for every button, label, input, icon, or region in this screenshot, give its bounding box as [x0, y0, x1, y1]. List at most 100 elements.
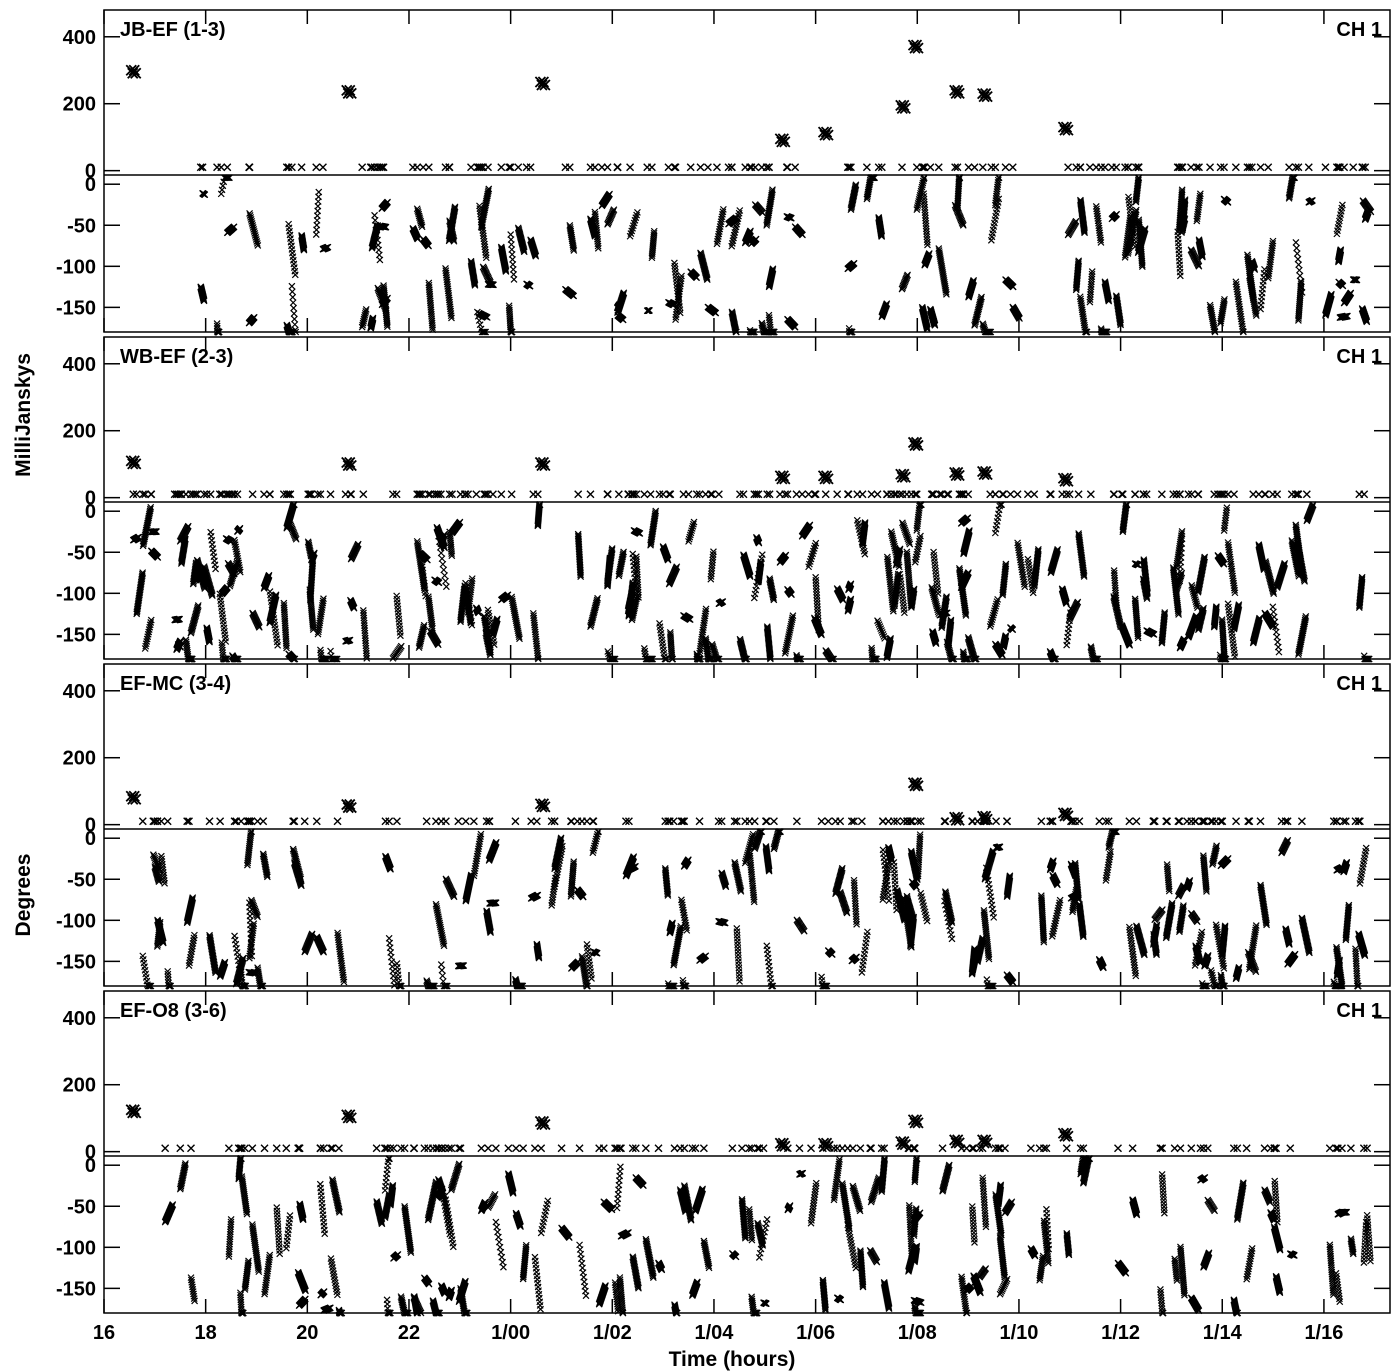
- phase-tick-label: -50: [67, 542, 96, 564]
- phase-point: [369, 314, 377, 322]
- phase-point: [480, 328, 488, 336]
- amplitude-baseline-point: [919, 163, 928, 172]
- amplitude-baseline-point: [366, 163, 375, 172]
- amplitude-baseline-point: [514, 163, 523, 172]
- phase-point: [249, 222, 257, 229]
- amplitude-baseline-point: [1285, 163, 1294, 172]
- amplitude-baseline-point: [522, 163, 531, 172]
- amplitude-baseline-points: [196, 163, 1370, 172]
- phase-point: [610, 206, 618, 214]
- amp-tick-label: 200: [63, 94, 96, 116]
- amplitude-baseline-point: [862, 163, 871, 172]
- amplitude-baseline-point: [1085, 163, 1094, 172]
- baseline-label: WB-EF (2-3): [120, 346, 233, 368]
- phase-point: [215, 328, 223, 336]
- phase-point: [1292, 239, 1300, 246]
- phase-point: [247, 214, 255, 221]
- amplitude-baseline-point: [467, 163, 476, 172]
- phase-point: [253, 239, 261, 247]
- amplitude-baseline-point: [970, 163, 979, 172]
- amplitude-baseline-point: [686, 163, 695, 172]
- amplitude-baseline-point: [217, 163, 226, 172]
- phase-point: [1293, 250, 1301, 258]
- amplitude-baseline-point: [1220, 163, 1229, 172]
- phase-point: [1016, 315, 1023, 322]
- phase-point: [429, 326, 437, 334]
- phase-point: [768, 188, 776, 195]
- amplitude-baseline-point: [1008, 163, 1017, 172]
- amplitude-baseline-point: [1064, 163, 1073, 172]
- phase-point: [251, 229, 259, 237]
- amplitude-baseline-point: [626, 163, 635, 172]
- phase-point: [1294, 255, 1302, 263]
- amplitude-baseline-point: [912, 163, 921, 172]
- phase-point: [425, 242, 432, 250]
- phase-point: [481, 328, 489, 336]
- amplitude-baseline-point: [757, 163, 766, 172]
- amplitude-baseline-point: [670, 163, 679, 172]
- phase-point: [248, 220, 256, 227]
- amplitude-baseline-point: [297, 163, 306, 172]
- phase-point: [442, 583, 450, 591]
- phase-point: [479, 328, 487, 336]
- phase-point: [212, 565, 220, 573]
- phase-point: [383, 321, 391, 329]
- amplitude-baseline-point: [782, 163, 791, 172]
- phase-point: [439, 560, 447, 568]
- phase-point: [376, 256, 384, 264]
- amplitude-baseline-point: [647, 163, 656, 172]
- phase-point: [438, 555, 446, 563]
- phase-point: [1269, 240, 1277, 247]
- phase-points: [197, 174, 1375, 336]
- phase-point: [246, 212, 254, 219]
- phase-point: [250, 226, 258, 233]
- phase-point: [252, 233, 260, 241]
- phase-tick-label: -50: [67, 215, 96, 237]
- amplitude-baseline-point: [1256, 163, 1265, 172]
- phase-point: [1295, 261, 1303, 269]
- amplitude-baseline-point: [747, 163, 756, 172]
- phase-point: [429, 324, 436, 331]
- amplitude-baseline-point: [318, 163, 327, 172]
- amplitude-baseline-point: [1112, 163, 1121, 172]
- amplitude-baseline-point: [613, 163, 622, 172]
- phase-point: [1176, 272, 1184, 280]
- phase-point: [476, 321, 484, 329]
- amplitude-baseline-point: [1001, 163, 1010, 172]
- phase-point: [254, 241, 262, 249]
- phase-point: [736, 207, 744, 214]
- phase-point: [1105, 297, 1113, 305]
- phase-point: [1178, 188, 1186, 196]
- phase-point: [904, 271, 911, 279]
- phase-point: [732, 326, 740, 334]
- channel-label: CH 1: [1336, 19, 1382, 41]
- amplitude-baseline-point: [1231, 163, 1240, 172]
- phase-tick-label: 0: [85, 174, 96, 196]
- phase-point: [437, 549, 445, 557]
- phase-point: [1088, 268, 1096, 276]
- phase-point: [925, 250, 933, 257]
- amplitude-baseline-point: [1216, 163, 1225, 172]
- amplitude-baseline-point: [597, 163, 606, 172]
- panels-layer: JB-EF (1-3) CH 102004000-50-100-150WB-EF …: [56, 9, 1391, 1344]
- amplitude-baseline-point: [358, 163, 367, 172]
- phase-point: [1347, 289, 1355, 297]
- amplitude-baseline-point: [671, 163, 680, 172]
- phase-point: [1239, 328, 1247, 336]
- phase-point: [324, 243, 332, 251]
- amplitude-baseline-point: [445, 163, 454, 172]
- phase-point: [1339, 201, 1346, 209]
- channel-label: CH 1: [1336, 346, 1382, 368]
- phase-point: [1269, 237, 1277, 245]
- phase-point: [1296, 272, 1304, 280]
- amplitude-baseline-point: [1097, 163, 1106, 172]
- amplitude-baseline-point: [964, 163, 973, 172]
- amplitude-baseline-point: [1349, 163, 1358, 172]
- phase-point: [440, 566, 448, 574]
- phase-point: [931, 321, 939, 329]
- phase-point: [485, 185, 493, 193]
- phase-point: [251, 231, 259, 239]
- phase-point: [1293, 244, 1301, 252]
- amplitude-baseline-point: [561, 163, 570, 172]
